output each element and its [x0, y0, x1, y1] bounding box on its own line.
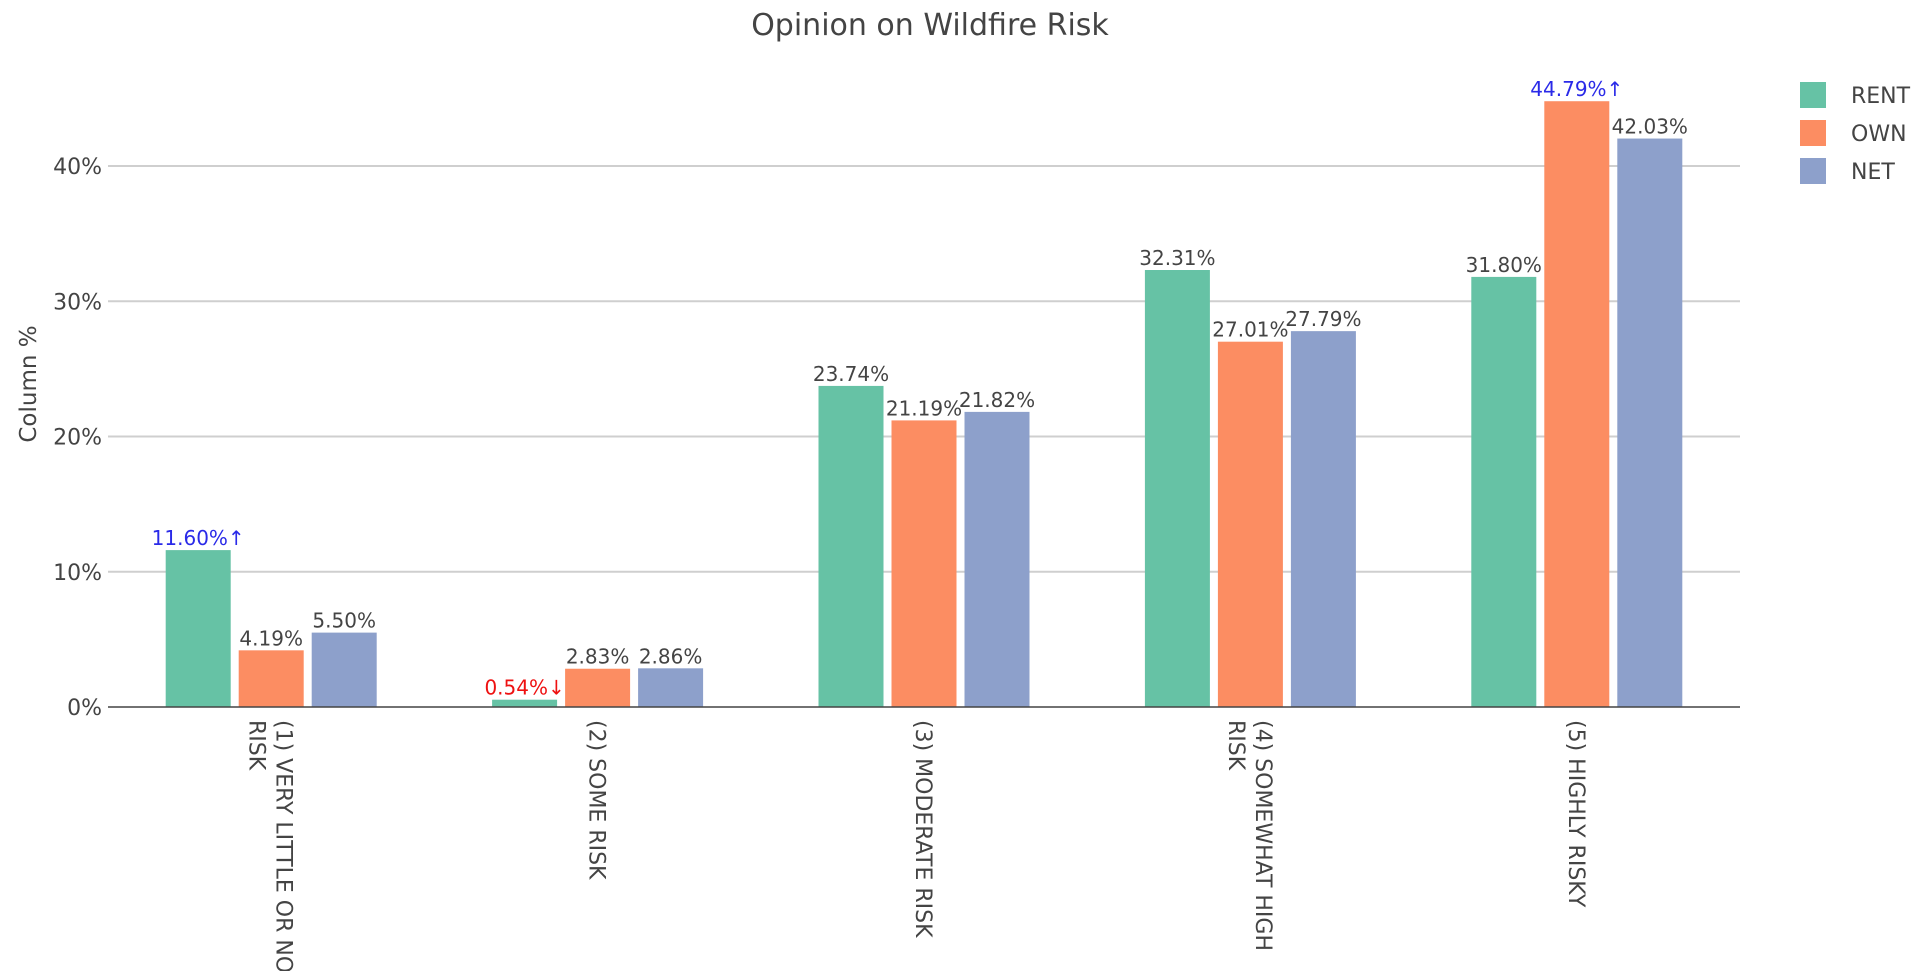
y-tick-label: 30%: [53, 290, 102, 315]
y-axis-ticks: 0% 10% 20% 30% 40%: [53, 155, 102, 721]
x-category-label: (5) HIGHLY RISKY: [1563, 720, 1588, 908]
bar-rent: [165, 550, 231, 707]
x-category-label: (4) SOMEWHAT HIGH: [1250, 720, 1275, 951]
data-label: 27.79%: [1285, 307, 1361, 331]
bar-net: [1617, 138, 1683, 707]
bar-net: [638, 668, 704, 707]
legend-label-net: NET: [1851, 160, 1895, 185]
x-category-label: RISK: [244, 720, 269, 771]
y-tick-label: 10%: [53, 561, 102, 586]
bar-net: [1290, 331, 1356, 707]
bar-own: [238, 650, 304, 707]
y-tick-label: 40%: [53, 155, 102, 180]
legend-swatch-rent: [1800, 82, 1826, 108]
x-category-label: (3) MODERATE RISK: [910, 720, 935, 938]
data-label: 21.19%: [886, 396, 962, 420]
bar-rent: [1144, 270, 1210, 707]
legend: RENT OWN NET: [1800, 82, 1911, 185]
data-label: 2.86%: [639, 644, 703, 668]
chart-title: Opinion on Wildfire Risk: [751, 8, 1109, 43]
bar-own: [565, 668, 631, 707]
bar-net: [311, 632, 377, 707]
data-label: 32.31%: [1139, 246, 1215, 270]
bars: [165, 101, 1683, 707]
data-label: 0.54%↓: [484, 676, 564, 700]
data-labels: 11.60%↑ 4.19% 5.50% 0.54%↓2.83% 2.86% 23.74% 2…: [152, 77, 1688, 699]
y-axis-label: Column %: [16, 325, 42, 442]
data-label: 2.83%: [566, 645, 630, 669]
bar-net: [964, 411, 1030, 707]
data-label: 21.82%: [959, 388, 1035, 412]
bar-own: [891, 420, 957, 707]
data-label: 23.74%: [813, 362, 889, 386]
data-label: 42.03%: [1612, 115, 1688, 139]
data-label: 27.01%: [1212, 318, 1288, 342]
bar-rent: [818, 385, 884, 707]
bar-own: [1544, 101, 1610, 707]
data-label: 44.79%↑: [1530, 77, 1623, 101]
bar-rent: [1471, 276, 1537, 707]
bar-rent: [492, 699, 558, 707]
x-category-label: (1) VERY LITTLE OR NO: [271, 720, 296, 971]
legend-swatch-own: [1800, 120, 1826, 146]
data-label: 4.19%: [239, 626, 303, 650]
legend-label-own: OWN: [1851, 122, 1907, 147]
data-label: 5.50%: [312, 609, 376, 633]
y-tick-label: 20%: [53, 426, 102, 451]
x-category-label: (2) SOME RISK: [584, 720, 609, 880]
bar-own: [1217, 341, 1283, 707]
data-label: 31.80%: [1466, 253, 1542, 277]
legend-swatch-net: [1800, 158, 1826, 184]
data-label: 11.60%↑: [152, 526, 245, 550]
y-tick-label: 0%: [67, 696, 102, 721]
x-category-label: RISK: [1223, 720, 1248, 771]
legend-label-rent: RENT: [1851, 84, 1911, 109]
